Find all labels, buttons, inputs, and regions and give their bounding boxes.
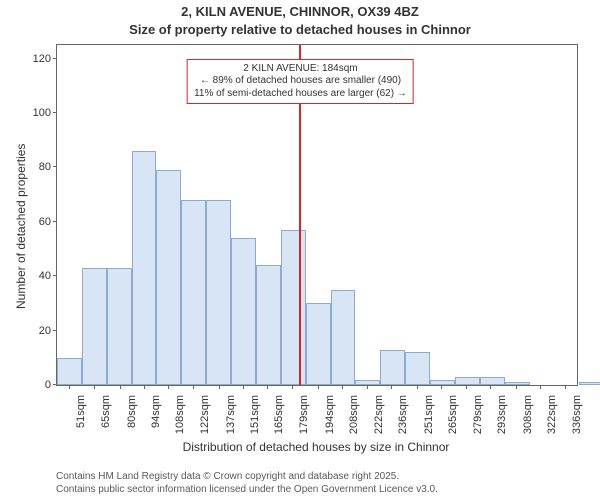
x-tick-mark [490, 385, 491, 389]
histogram-bar [206, 200, 231, 385]
histogram-bar [82, 268, 107, 385]
x-tick-mark [466, 385, 467, 389]
histogram-chart: 2, KILN AVENUE, CHINNOR, OX39 4BZ Size o… [0, 0, 600, 500]
footer-attribution: Contains HM Land Registry data © Crown c… [56, 471, 438, 496]
y-axis-label: Number of detached properties [14, 144, 28, 309]
histogram-bar [455, 377, 480, 385]
y-tick-mark [53, 166, 57, 167]
x-tick-mark [144, 385, 145, 389]
x-tick-mark [540, 385, 541, 389]
histogram-bar [355, 380, 380, 385]
x-tick-mark [267, 385, 268, 389]
plot-area: 02040608010012051sqm65sqm80sqm94sqm108sq… [56, 44, 578, 386]
x-tick-mark [367, 385, 368, 389]
annotation-box: 2 KILN AVENUE: 184sqm← 89% of detached h… [187, 59, 414, 105]
histogram-bar [132, 151, 157, 385]
histogram-bar [256, 265, 281, 385]
y-tick-mark [53, 275, 57, 276]
histogram-bar [57, 358, 82, 385]
histogram-bar [480, 377, 505, 385]
y-tick-mark [53, 330, 57, 331]
histogram-bar [306, 303, 331, 385]
footer-line-2: Contains public sector information licen… [56, 484, 438, 497]
y-tick-mark [53, 112, 57, 113]
x-tick-mark [243, 385, 244, 389]
x-tick-mark [168, 385, 169, 389]
x-tick-mark [69, 385, 70, 389]
chart-title-subtitle: Size of property relative to detached ho… [0, 22, 600, 37]
y-tick-label: 120 [33, 53, 57, 65]
x-tick-mark [318, 385, 319, 389]
histogram-bar [430, 380, 455, 385]
y-tick-label: 60 [39, 216, 57, 228]
y-tick-label: 20 [39, 325, 57, 337]
histogram-bar [107, 268, 132, 385]
y-tick-label: 40 [39, 270, 57, 282]
x-tick-mark [120, 385, 121, 389]
x-tick-mark [516, 385, 517, 389]
histogram-bar [231, 238, 256, 385]
x-tick-mark [342, 385, 343, 389]
annotation-line: 2 KILN AVENUE: 184sqm [194, 63, 407, 76]
y-tick-label: 80 [39, 161, 57, 173]
chart-title-address: 2, KILN AVENUE, CHINNOR, OX39 4BZ [0, 4, 600, 19]
histogram-bar [156, 170, 181, 385]
x-tick-mark [193, 385, 194, 389]
y-tick-label: 100 [33, 107, 57, 119]
x-axis-label: Distribution of detached houses by size … [56, 440, 576, 454]
x-tick-mark [565, 385, 566, 389]
histogram-bar [505, 382, 530, 385]
histogram-bar [331, 290, 356, 385]
y-tick-mark [53, 58, 57, 59]
annotation-line: 11% of semi-detached houses are larger (… [194, 88, 407, 101]
histogram-bar [281, 230, 306, 385]
y-tick-label: 0 [45, 379, 57, 391]
x-tick-mark [94, 385, 95, 389]
x-tick-mark [292, 385, 293, 389]
x-tick-mark [391, 385, 392, 389]
histogram-bar [380, 350, 405, 385]
histogram-bar [181, 200, 206, 385]
x-tick-mark [219, 385, 220, 389]
x-tick-mark [417, 385, 418, 389]
histogram-bar [405, 352, 430, 385]
y-tick-mark [53, 221, 57, 222]
footer-line-1: Contains HM Land Registry data © Crown c… [56, 471, 438, 484]
histogram-bar [579, 382, 600, 385]
x-tick-mark [441, 385, 442, 389]
annotation-line: ← 89% of detached houses are smaller (49… [194, 75, 407, 88]
